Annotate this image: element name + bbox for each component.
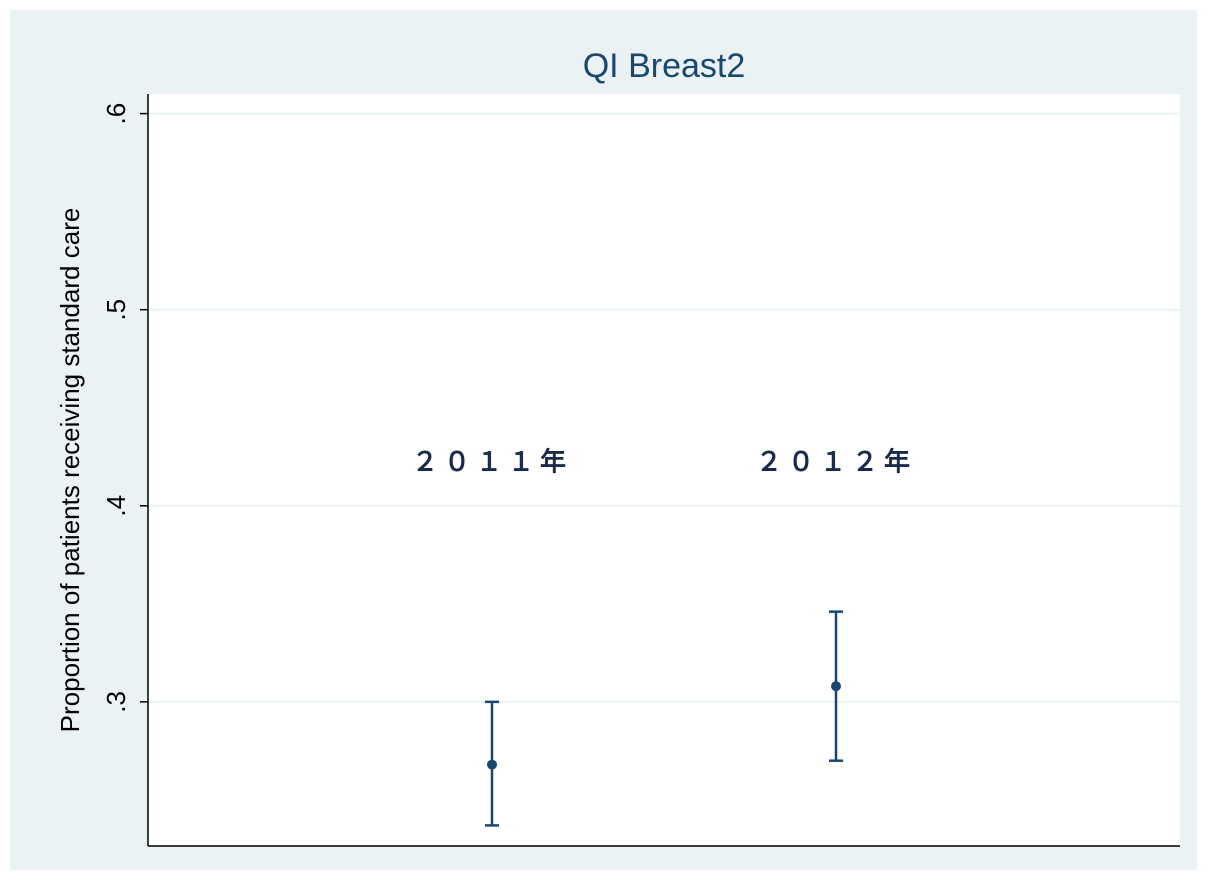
category-label: ２０１１年	[412, 447, 572, 478]
y-axis-label: Proportion of patients receiving standar…	[55, 208, 85, 733]
y-tick-label: .6	[101, 103, 131, 125]
y-tick-label: .4	[101, 495, 131, 517]
point	[487, 759, 497, 770]
category-label: ２０１２年	[756, 447, 916, 478]
y-tick-label: .5	[101, 299, 131, 321]
plot-area	[148, 94, 1180, 846]
chart-title: QI Breast2	[583, 47, 746, 85]
y-tick-label: .3	[101, 691, 131, 713]
point	[831, 681, 841, 692]
